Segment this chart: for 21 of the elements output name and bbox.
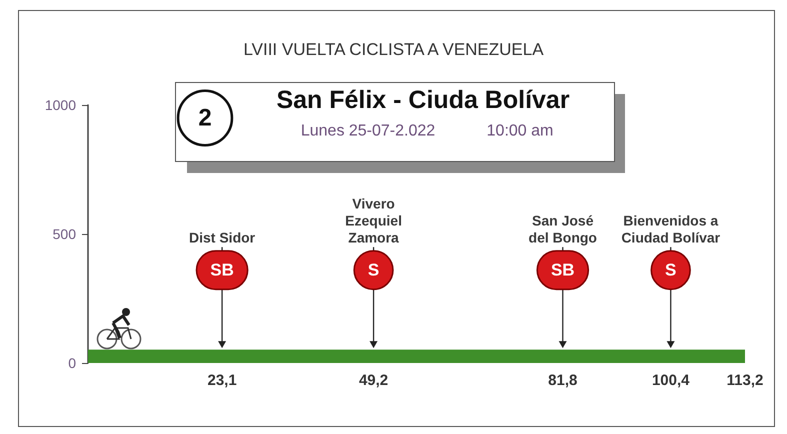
chart-title: LVIII VUELTA CICLISTA A VENEZUELA: [243, 40, 544, 59]
x-tick-label: 49,2: [358, 372, 388, 389]
annotation: Bienvenidos a Ciudad Bolívar: [621, 212, 721, 246]
x-tick-label: 100,4: [652, 372, 690, 389]
x-tick-label: 113,2: [726, 372, 764, 389]
annotation: S: [368, 260, 380, 280]
annotation: 2: [198, 104, 212, 132]
annotation: SB: [210, 260, 234, 280]
annotation: S: [665, 260, 676, 280]
annotation: Dist Sidor: [189, 230, 256, 246]
annotation: San José del Bongo: [528, 212, 597, 246]
y-tick-label: 500: [52, 226, 76, 242]
chart-subtitle: San Félix - Ciuda Bolívar: [276, 86, 570, 114]
y-tick-label: 1000: [44, 97, 76, 113]
annotation: SB: [550, 260, 575, 280]
annotation: Vivero Ezequiel Zamora: [345, 196, 402, 246]
x-tick-label: 23,1: [207, 372, 237, 389]
annotation: 10:00 am: [486, 122, 554, 140]
y-tick-label: 0: [68, 355, 76, 371]
annotation: Lunes 25-07-2.022: [300, 122, 436, 140]
x-tick-label: 81,8: [548, 372, 578, 389]
